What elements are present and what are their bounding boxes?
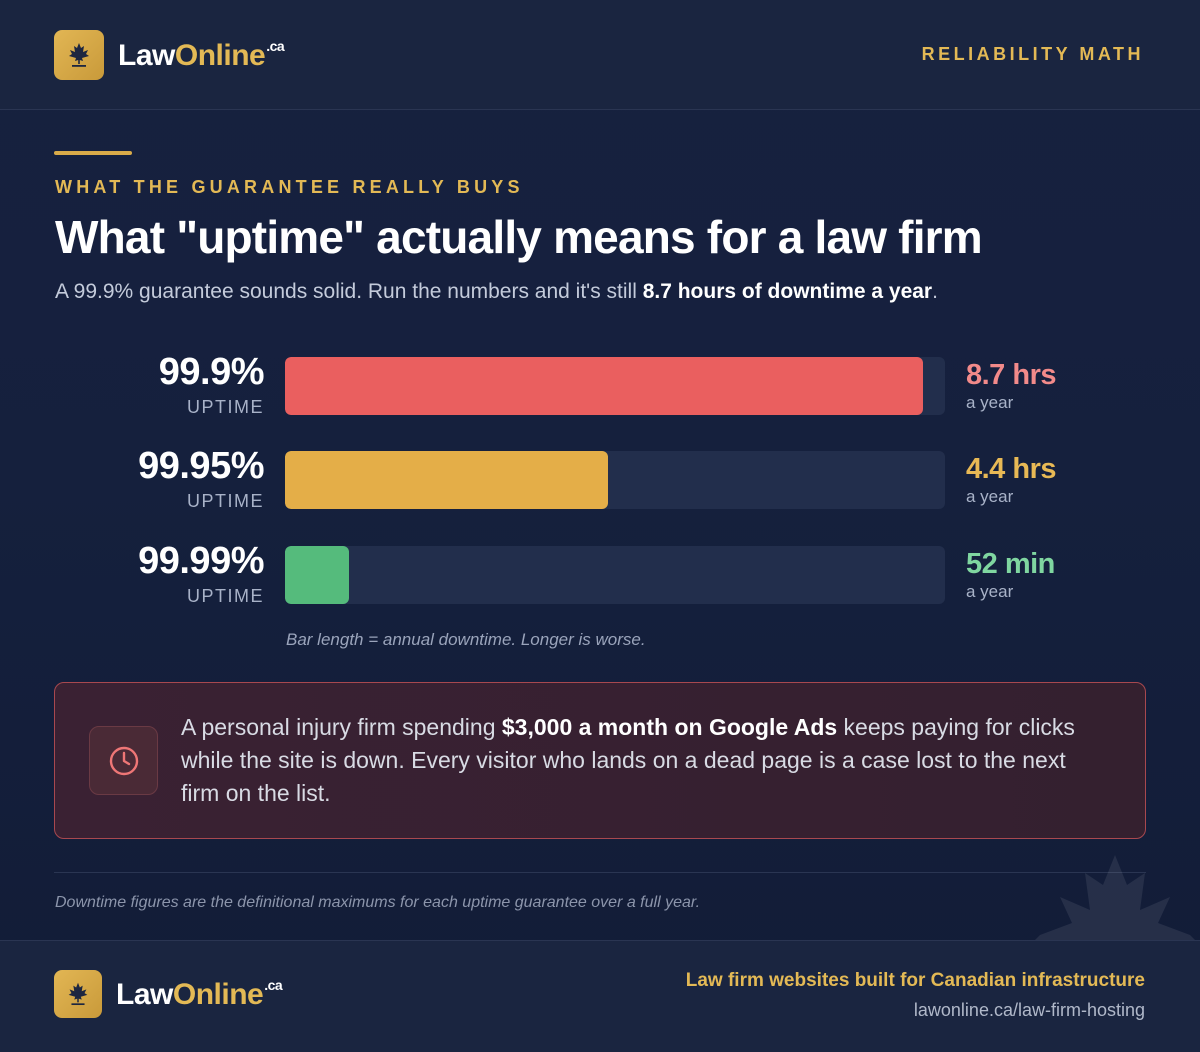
- bar-row: 99.99% UPTIME 52 min a year: [0, 540, 1200, 626]
- downtime-value-label: 4.4 hrs: [966, 453, 1057, 485]
- page-title: What "uptime" actually means for a law f…: [55, 211, 983, 263]
- header-tag: RELIABILITY MATH: [921, 44, 1144, 64]
- clock-icon: [89, 726, 158, 795]
- downtime-value-label: 52 min: [966, 548, 1055, 580]
- callout-text: A personal injury firm spending $3,000 a…: [181, 714, 1075, 806]
- uptime-sublabel: UPTIME: [186, 586, 264, 606]
- subtitle-highlight: 8.7 hours of downtime a year: [642, 280, 933, 303]
- maple-leaf-icon: [54, 970, 102, 1018]
- site-header: LawOnline.ca RELIABILITY MATH: [0, 0, 1200, 110]
- per-year-label: a year: [966, 393, 1014, 412]
- chart-caption: Bar length = annual downtime. Longer is …: [286, 630, 646, 649]
- bar-track: [285, 451, 945, 509]
- per-year-label: a year: [966, 582, 1014, 601]
- downtime-value-label: 8.7 hrs: [966, 359, 1057, 391]
- footer-tagline: Law firm websites built for Canadian inf…: [685, 970, 1145, 991]
- cost-callout: A personal injury firm spending $3,000 a…: [54, 682, 1146, 839]
- site-footer: LawOnline.ca Law firm websites built for…: [0, 940, 1200, 1052]
- brand-wordmark: LawOnline.ca: [118, 37, 285, 72]
- footnote: Downtime figures are the definitional ma…: [55, 894, 701, 911]
- footer-brand-logo[interactable]: LawOnline.ca: [54, 970, 283, 1018]
- maple-leaf-icon: [54, 30, 104, 80]
- uptime-sublabel: UPTIME: [186, 491, 264, 511]
- downtime-bar: [285, 451, 608, 509]
- callout-highlight: $3,000 a month on Google Ads: [501, 714, 838, 740]
- bar-track: [285, 546, 945, 604]
- uptime-percent-label: 99.9%: [158, 351, 265, 393]
- downtime-bar: [285, 357, 923, 415]
- bar-track: [285, 357, 945, 415]
- accent-rule: [54, 151, 132, 155]
- page-subtitle: A 99.9% guarantee sounds solid. Run the …: [55, 280, 938, 303]
- brand-logo[interactable]: LawOnline.ca: [54, 30, 285, 80]
- bar-row: 99.95% UPTIME 4.4 hrs a year: [0, 445, 1200, 531]
- bar-row: 99.9% UPTIME 8.7 hrs a year: [0, 351, 1200, 437]
- brand-wordmark: LawOnline.ca: [116, 976, 283, 1011]
- maple-leaf-watermark-icon: [1030, 855, 1200, 945]
- uptime-sublabel: UPTIME: [186, 397, 264, 417]
- downtime-bar: [285, 546, 349, 604]
- uptime-percent-label: 99.95%: [138, 445, 264, 487]
- footer-url-link[interactable]: lawonline.ca/law-firm-hosting: [913, 1000, 1145, 1020]
- per-year-label: a year: [966, 487, 1014, 506]
- divider: [54, 872, 1146, 873]
- uptime-percent-label: 99.99%: [138, 540, 264, 582]
- eyebrow: WHAT THE GUARANTEE REALLY BUYS: [55, 177, 524, 197]
